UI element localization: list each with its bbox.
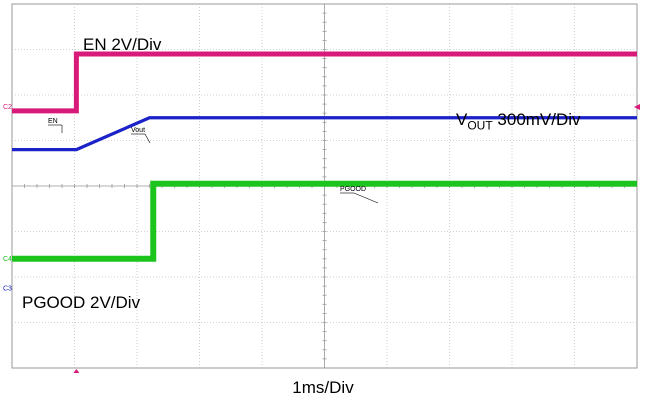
channel-tag-c2: C2	[3, 104, 12, 111]
pgood-scale-label: PGOOD 2V/Div	[22, 293, 141, 312]
trigger-level-arrow	[634, 104, 640, 110]
vout-scale-label-rest: 300mV/Div	[492, 110, 581, 129]
trace-en	[12, 51, 637, 114]
vout-scale-label: VOUT 300mV/Div	[456, 110, 581, 132]
trigger-position-arrow	[73, 369, 80, 373]
vout-scale-label-main: V	[456, 110, 468, 129]
pgood-marker-label: PGOOD	[340, 186, 366, 193]
channel-tag-c3: C3	[3, 286, 12, 293]
trace-markers: C2 C4 C3 EN Vout PGOOD	[3, 104, 640, 373]
trace-vout	[12, 116, 637, 152]
trace-pgood	[12, 180, 637, 262]
vout-marker-label-leader	[144, 133, 151, 144]
vout-marker-label: Vout	[131, 127, 145, 134]
pgood-marker-label-leader	[353, 192, 379, 204]
x-axis-label: 1ms/Div	[292, 378, 354, 397]
traces	[12, 51, 637, 262]
vout-scale-label-sub: OUT	[467, 118, 493, 133]
en-marker-label: EN	[48, 118, 58, 125]
channel-tag-c4: C4	[3, 256, 12, 263]
en-scale-label: EN 2V/Div	[83, 35, 162, 54]
